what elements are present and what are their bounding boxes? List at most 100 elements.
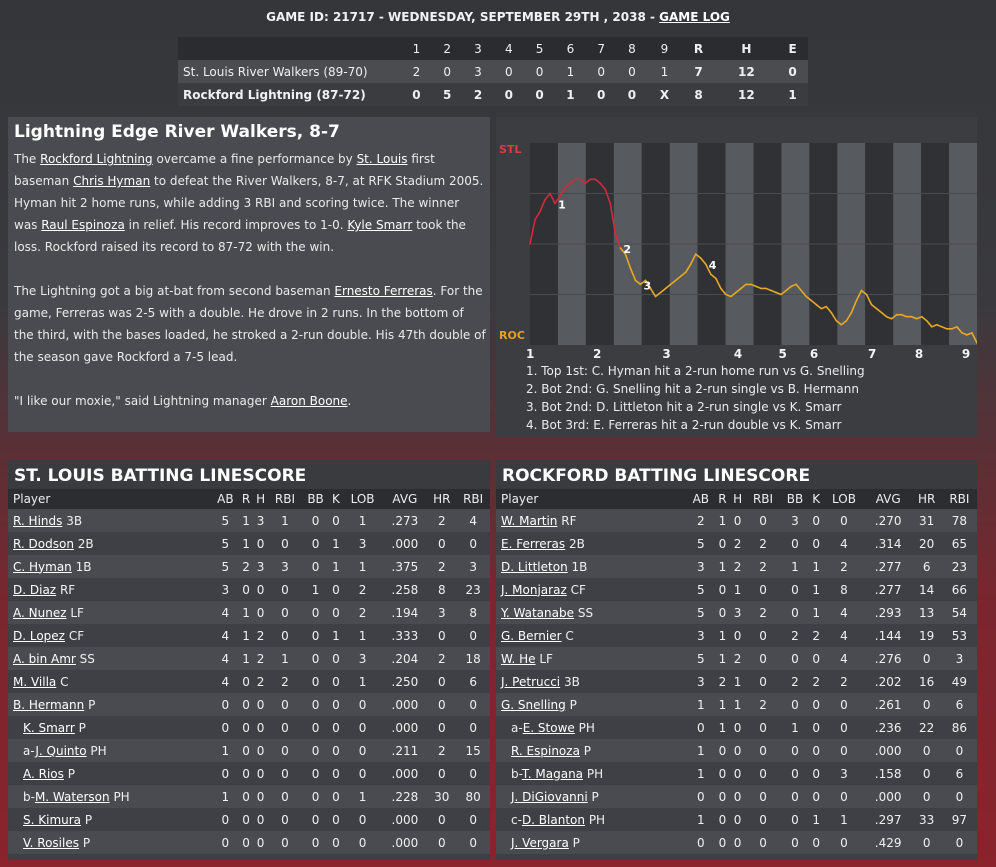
wp-line-segment	[634, 279, 642, 286]
player-name-link[interactable]: G. Snelling	[501, 697, 566, 712]
game-recap: Lightning Edge River Walkers, 8-7 The Ro…	[8, 117, 490, 432]
sub-prefix: c-	[511, 812, 522, 827]
player-name-link[interactable]: D. Lopez	[13, 628, 65, 643]
player-name-link[interactable]: J. Petrucci	[501, 674, 561, 689]
player-name-link[interactable]: T. Magana	[521, 766, 584, 781]
stat-cell: 0	[342, 716, 383, 739]
player-name-link[interactable]: J. Monjaraz	[501, 582, 567, 597]
stat-cell: 6	[456, 670, 490, 693]
player-name-link[interactable]: R. Espinoza	[511, 743, 580, 758]
stat-cell: 0	[809, 693, 824, 716]
player-name-link[interactable]: E. Ferreras	[501, 536, 566, 551]
player-name-link[interactable]: D. Blanton	[521, 812, 585, 827]
stat-cell: 4	[211, 647, 240, 670]
stat-cell: .297	[864, 808, 912, 831]
stat-cell: 2	[729, 647, 746, 670]
batting-row: V. Rosiles P 0 0 0 0 0 0 0.000 0 0	[8, 831, 490, 854]
chart-bottom-team-label: ROC	[499, 329, 525, 342]
player-name-link[interactable]: B. Hermann	[13, 697, 85, 712]
stat-cell: 0	[268, 785, 302, 808]
team-link-rockford[interactable]: Rockford Lightning	[40, 152, 153, 166]
inning-header: 6	[554, 37, 586, 60]
player-name-link[interactable]: C. Hyman	[13, 559, 72, 574]
batting-col-header: Player	[8, 489, 212, 509]
player-name-link[interactable]: V. Rosiles	[23, 835, 79, 850]
stat-cell: 0	[253, 808, 269, 831]
batting-row: W. Martin RF 2 1 0 0 3 0 0.270 31 78	[496, 509, 977, 532]
inning-score: 2	[401, 60, 432, 83]
player-link-ferreras[interactable]: Ernesto Ferreras	[334, 284, 433, 298]
batting-row: Y. Watanabe SS 5 0 3 2 0 1 4.293 13 54	[496, 601, 977, 624]
stat-cell: 1	[715, 624, 730, 647]
player-name-link[interactable]: A. Rios	[23, 766, 64, 781]
wp-line-segment	[765, 287, 772, 292]
player-cell: W. Martin RF	[496, 509, 687, 532]
player-name-link[interactable]: R. Dodson	[13, 536, 74, 551]
wp-line-segment	[835, 319, 843, 326]
stat-cell: .211	[382, 739, 428, 762]
batting-row: W. He LF 5 1 2 0 0 0 4.276 0 3	[496, 647, 977, 670]
stat-cell: 0	[729, 716, 746, 739]
stat-cell: 0	[729, 831, 746, 854]
stat-cell: .293	[864, 601, 912, 624]
stat-cell: 3	[342, 647, 383, 670]
stat-cell: 5	[211, 532, 240, 555]
player-name-link[interactable]: M. Waterson	[34, 789, 110, 804]
player-name-link[interactable]: K. Smarr	[23, 720, 75, 735]
inning-tick-label: 7	[868, 347, 876, 361]
player-name-link[interactable]: A. bin Amr	[13, 651, 76, 666]
stat-cell: 0	[729, 509, 746, 532]
stat-cell: .204	[382, 647, 428, 670]
player-name-link[interactable]: J. Quinto	[35, 743, 87, 758]
inning-header: 8	[616, 37, 648, 60]
player-name-link[interactable]: D. Littleton	[501, 559, 568, 574]
player-name-link[interactable]: R. Hinds	[13, 513, 63, 528]
player-name-link[interactable]: D. Diaz	[13, 582, 57, 597]
player-position: RF	[59, 582, 76, 597]
team-link-stlouis[interactable]: St. Louis	[356, 152, 408, 166]
wp-line-segment	[795, 283, 803, 292]
player-link-espinoza[interactable]: Raul Espinoza	[41, 218, 125, 232]
stat-cell: 0	[780, 693, 810, 716]
errors-header: E	[777, 37, 808, 60]
wp-line-segment	[810, 299, 818, 306]
stat-cell: 86	[941, 716, 977, 739]
player-link-hyman[interactable]: Chris Hyman	[73, 174, 151, 188]
stat-cell: 1	[809, 578, 824, 601]
player-cell: M. Villa C	[8, 670, 212, 693]
stat-cell: 0	[268, 601, 302, 624]
player-name-link[interactable]: E. Stowe	[522, 720, 575, 735]
player-name-link[interactable]: W. Martin	[501, 513, 558, 528]
wp-line-segment	[865, 293, 873, 306]
batting-row: K. Smarr P 0 0 0 0 0 0 0.000 0 0	[8, 716, 490, 739]
player-name-link[interactable]: J. DiGiovanni	[511, 789, 588, 804]
inning-score: 0	[524, 60, 555, 83]
key-play-note: 2. Bot 2nd: G. Snelling hit a 2-run sing…	[526, 382, 859, 396]
player-name-link[interactable]: Y. Watanabe	[501, 605, 574, 620]
stat-cell: 5	[686, 578, 716, 601]
wp-line-segment	[755, 285, 762, 290]
stat-cell: 1	[329, 624, 343, 647]
stat-cell: .276	[864, 647, 912, 670]
batting-row: E. Ferreras 2B 5 0 2 2 0 0 4.314 20 65	[496, 532, 977, 555]
player-position: 1B	[571, 559, 588, 574]
player-name-link[interactable]: G. Bernier	[501, 628, 562, 643]
batting-col-header: AB	[211, 489, 240, 509]
manager-link-boone[interactable]: Aaron Boone	[270, 394, 348, 408]
stat-cell: 2	[745, 555, 781, 578]
stat-cell: 1	[239, 601, 254, 624]
game-log-link[interactable]: GAME LOG	[659, 10, 730, 24]
player-name-link[interactable]: A. Nunez	[13, 605, 67, 620]
player-name-link[interactable]: W. He	[501, 651, 536, 666]
player-name-link[interactable]: S. Kimura	[23, 812, 82, 827]
player-cell: Y. Watanabe SS	[496, 601, 687, 624]
player-position: SS	[577, 605, 594, 620]
player-name-link[interactable]: M. Villa	[13, 674, 57, 689]
batting-row: C. Hyman 1B 5 2 3 3 0 1 1.375 2 3	[8, 555, 490, 578]
player-name-link[interactable]: J. Vergara	[511, 835, 569, 850]
player-link-smarr[interactable]: Kyle Smarr	[347, 218, 413, 232]
batting-col-header: BB	[780, 489, 810, 509]
stat-cell: 3	[686, 624, 716, 647]
stat-cell: 0	[239, 693, 254, 716]
stat-cell: 0	[715, 532, 730, 555]
